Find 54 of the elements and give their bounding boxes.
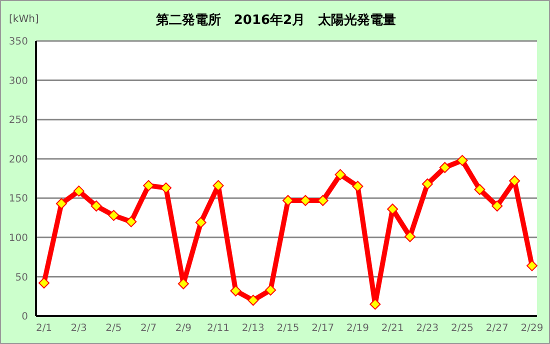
x-tick-label: 2/1	[36, 323, 52, 334]
point	[160, 182, 172, 194]
point	[143, 180, 154, 192]
point	[230, 285, 242, 296]
y-axis-title: [kWh]	[9, 14, 39, 25]
point	[195, 217, 206, 228]
x-tick-label: 2/5	[106, 323, 122, 334]
point	[526, 260, 538, 272]
point	[492, 200, 503, 212]
point	[404, 231, 416, 242]
point	[90, 200, 102, 212]
y-tick-label: 50	[15, 272, 28, 284]
y-tick-label: 250	[8, 115, 28, 126]
point	[387, 204, 398, 215]
point	[282, 195, 294, 206]
x-tick-label: 2/15	[276, 323, 300, 334]
point	[108, 210, 120, 221]
point	[248, 294, 259, 306]
x-tick-label: 2/23	[416, 323, 439, 334]
y-tick-label: 150	[8, 194, 28, 205]
x-tick-label: 2/21	[381, 323, 404, 334]
y-tick-label: 350	[8, 36, 28, 48]
x-tick-label: 2/7	[140, 323, 157, 334]
y-tick-label: 300	[8, 76, 28, 87]
y-tick-label: 100	[8, 232, 28, 244]
point	[509, 175, 520, 186]
chart-title: 第二発電所 2016年2月 太陽光発電量	[156, 13, 396, 28]
x-tick-label: 2/3	[70, 323, 87, 334]
point	[422, 178, 433, 190]
x-tick-label: 2/25	[451, 323, 474, 334]
point	[474, 184, 486, 195]
point	[265, 284, 276, 296]
point	[73, 186, 84, 197]
x-tick-label: 2/17	[312, 323, 334, 334]
point	[439, 162, 450, 173]
x-tick-label: 2/29	[520, 323, 544, 334]
point	[352, 180, 364, 192]
y-tick-label: 200	[8, 154, 28, 166]
point	[56, 198, 67, 210]
y-tick-label: 0	[22, 312, 28, 323]
x-tick-label: 2/9	[175, 323, 192, 334]
point	[334, 169, 346, 180]
x-tick-label: 2/13	[242, 323, 264, 334]
point	[300, 195, 311, 206]
x-tick-label: 2/11	[207, 323, 230, 334]
point	[126, 216, 137, 228]
point	[317, 195, 328, 206]
point	[456, 154, 468, 166]
point	[212, 180, 224, 192]
x-tick-label: 2/19	[346, 323, 369, 334]
x-tick-label: 2/27	[486, 323, 508, 334]
point	[370, 298, 381, 310]
point	[38, 278, 50, 288]
point	[178, 278, 189, 290]
